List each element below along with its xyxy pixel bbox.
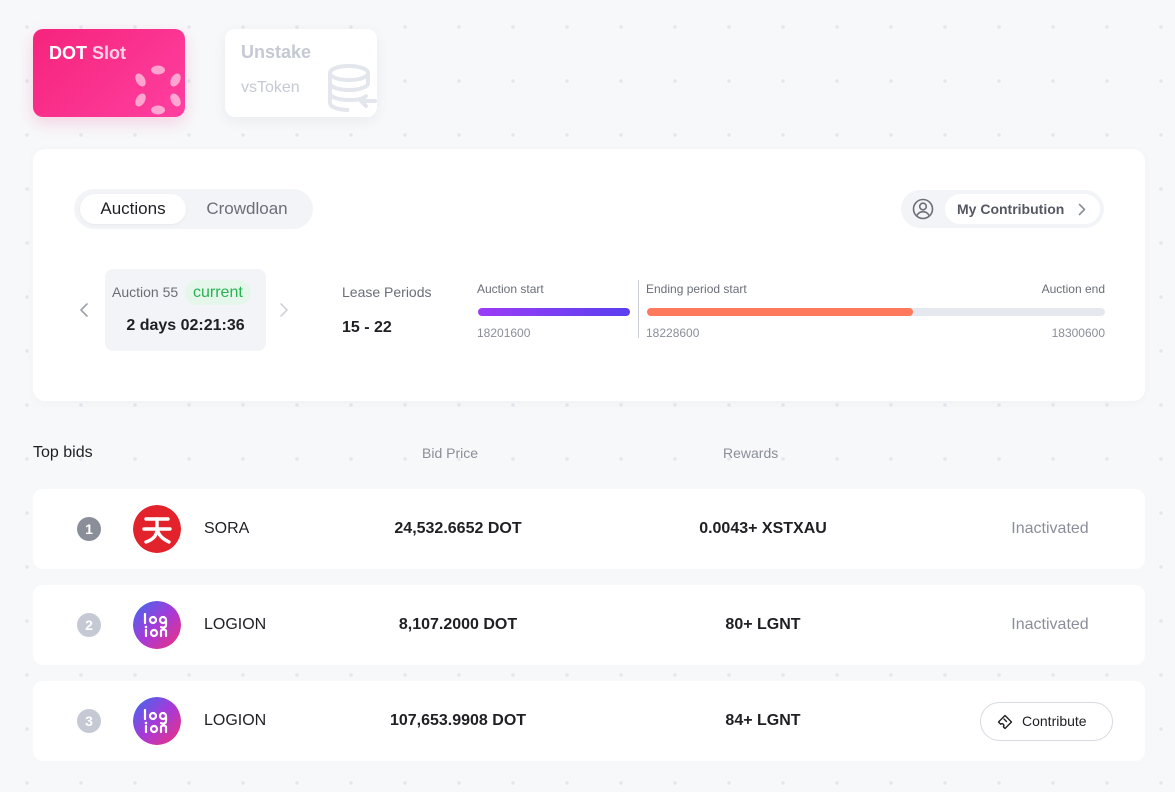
ending-period-start-label: Ending period start [646, 282, 747, 296]
ending-period-track [647, 308, 1105, 316]
polkadot-icon [135, 65, 181, 115]
contribute-label: Contribute [1022, 713, 1087, 729]
ending-period-start-block: 18228600 [646, 326, 700, 340]
table-row: 1 SORA 24,532.6652 DOT 0.0043+ XSTXAU In… [33, 489, 1145, 569]
lease-periods-label: Lease Periods [342, 284, 432, 300]
auction-countdown: 2 days 02:21:36 [126, 317, 245, 334]
status-badge: current [185, 280, 251, 305]
next-auction-arrow-icon[interactable] [279, 302, 289, 318]
project-name: LOGION [204, 616, 267, 633]
dot-slot-card[interactable]: DOT Slot [33, 29, 185, 117]
unstake-subtitle: vsToken [241, 79, 300, 96]
coin-stack-unstake-icon [328, 64, 377, 112]
auction-tabs: Auctions Crowdloan [74, 189, 313, 229]
lease-periods-value: 15 - 22 [342, 319, 392, 336]
ticket-icon [997, 714, 1013, 730]
auction-start-bar [478, 308, 630, 316]
reward-value: 0.0043+ XSTXAU [699, 520, 827, 537]
tab-crowdloan[interactable]: Crowdloan [206, 199, 288, 218]
bid-price-header: Bid Price [422, 445, 479, 461]
auction-number: Auction 55 [112, 284, 179, 300]
rewards-header: Rewards [723, 445, 779, 461]
dot-slot-title: DOT Slot [49, 43, 127, 63]
my-contribution-label: My Contribution [957, 201, 1065, 217]
contribute-button[interactable]: Contribute [980, 702, 1113, 741]
rank-badge: 1 [77, 517, 101, 541]
ending-period-progress [647, 308, 913, 316]
tab-auctions[interactable]: Auctions [80, 194, 186, 224]
auction-panel: Auctions Crowdloan My Contribution Aucti… [33, 149, 1145, 401]
status-text: Inactivated [1011, 520, 1089, 537]
chevron-right-icon [1078, 203, 1086, 216]
auction-info-box: Auction 55 current 2 days 02:21:36 [105, 269, 266, 351]
table-row: 3 LOGION 107,653.9908 DO [33, 681, 1145, 761]
reward-value: 80+ LGNT [725, 616, 801, 633]
my-contribution-button[interactable]: My Contribution [945, 194, 1100, 224]
project-name: LOGION [204, 712, 267, 729]
rank-badge: 2 [77, 613, 101, 637]
table-row: 2 LOGION 8,107.2000 DOT [33, 585, 1145, 665]
previous-auction-arrow-icon[interactable] [79, 302, 89, 318]
logion-logo-icon [133, 697, 181, 745]
user-circle-icon [912, 198, 934, 220]
auction-start-label: Auction start [477, 282, 544, 296]
rank-badge: 3 [77, 709, 101, 733]
project-name: SORA [204, 520, 250, 537]
auction-start-block: 18201600 [477, 326, 531, 340]
top-bids-title: Top bids [33, 444, 93, 461]
auction-end-label: Auction end [1041, 282, 1105, 296]
bid-price: 8,107.2000 DOT [398, 616, 518, 633]
sora-logo-icon [133, 505, 181, 553]
logion-logo-icon [133, 601, 181, 649]
unstake-title: Unstake [241, 42, 312, 62]
auction-end-block: 18300600 [1051, 326, 1105, 340]
bid-price: 24,532.6652 DOT [394, 520, 522, 537]
unstake-card[interactable]: Unstake vsToken [225, 29, 377, 117]
status-text: Inactivated [1011, 616, 1089, 633]
my-contribution-group: My Contribution [901, 190, 1104, 228]
reward-value: 84+ LGNT [725, 712, 801, 729]
timeline-divider [638, 280, 639, 338]
bid-price: 107,653.9908 DOT [389, 712, 527, 729]
